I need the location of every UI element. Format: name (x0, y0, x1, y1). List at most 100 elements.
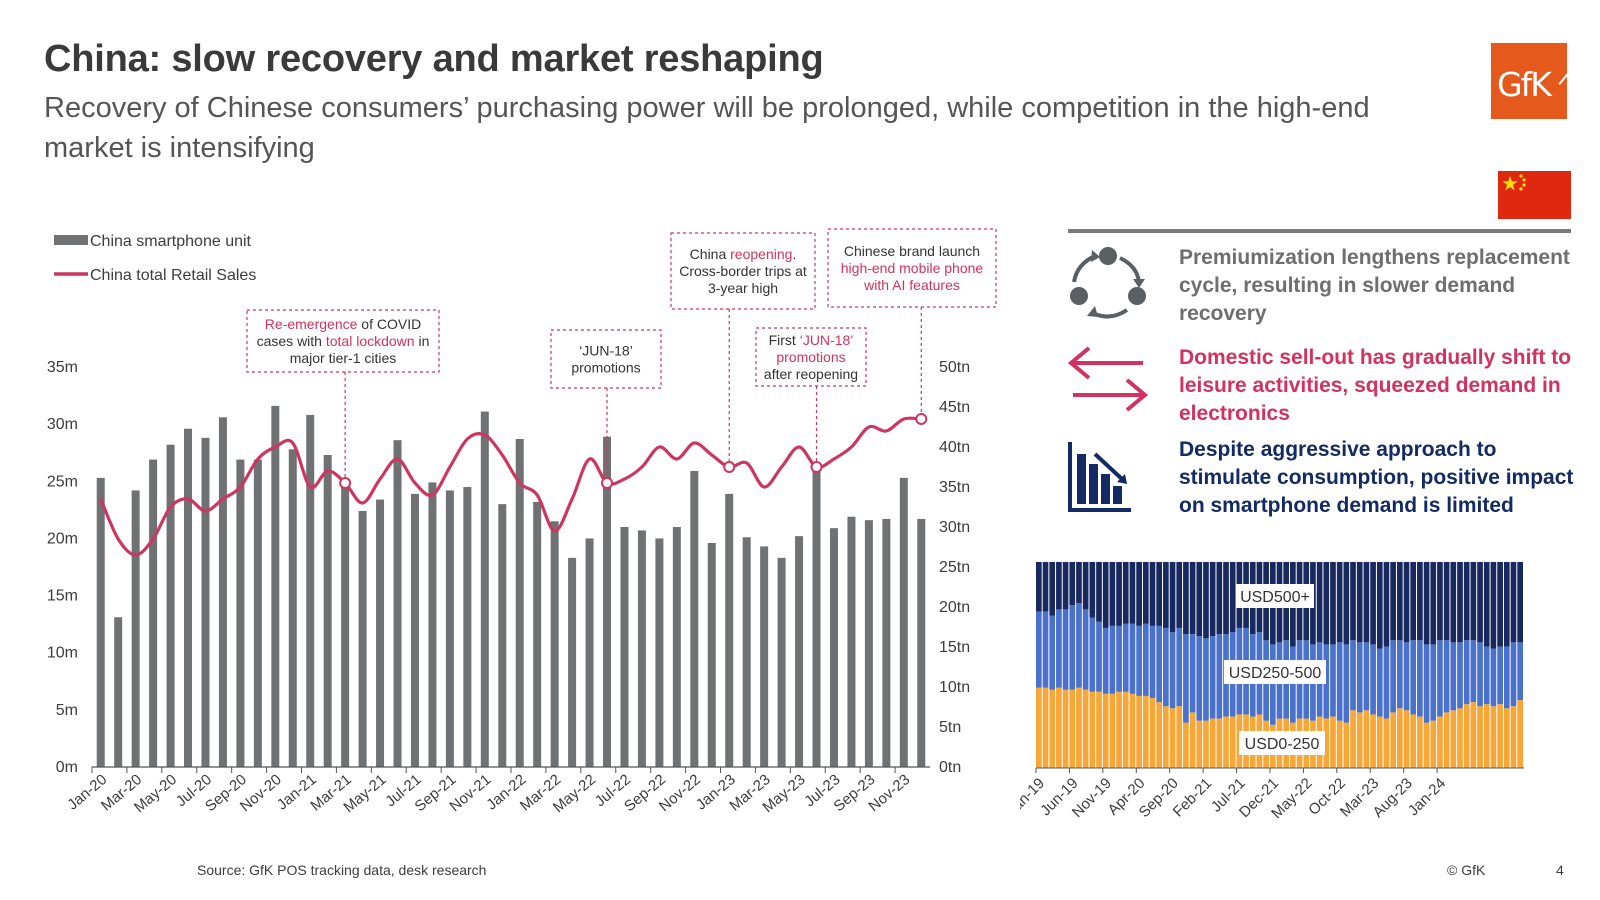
annotation-box (550, 329, 662, 389)
segment-high-bar (1376, 562, 1383, 649)
segment-label-high-bg (1236, 584, 1314, 608)
segment-mid-bar (1149, 625, 1156, 698)
segment-low-bar (1430, 720, 1437, 768)
segment-mid-bar (1490, 648, 1497, 707)
annotation-box (246, 309, 440, 373)
segment-low-bar (1183, 722, 1189, 768)
smartphone-unit-bar (445, 490, 454, 767)
smartphone-unit-bar (829, 528, 838, 767)
segment-mid-bar (1056, 609, 1062, 688)
segment-mid-bar (1169, 632, 1176, 709)
segment-mid-bar (1290, 646, 1296, 723)
segment-low-bar (1463, 704, 1470, 768)
legend-label-units: China smartphone unit (90, 233, 252, 250)
insight-text: Premiumization lengthens replacement cyc… (1179, 246, 1570, 325)
annotation-text-run: in (415, 333, 430, 349)
annotation-text-run: Cross-border trips at (679, 263, 807, 279)
segment-low-bar (1323, 718, 1330, 768)
smartphone-unit-bar (201, 437, 210, 767)
logo-text: GfK (1497, 65, 1552, 104)
segment-low-bar (1336, 720, 1343, 768)
annotation-text-run: Chinese brand launch (844, 243, 980, 259)
right-axis-tick-label: 50tn (939, 359, 970, 376)
segment-high-bar (1443, 562, 1450, 641)
left-axis-tick-label: 10m (47, 645, 78, 662)
right-axis-tick-label: 40tn (939, 439, 970, 456)
smartphone-unit-bar (96, 477, 105, 767)
segment-mid-bar (1096, 621, 1102, 692)
segment-low-bar (1189, 712, 1196, 768)
segment-high-bar (1490, 562, 1497, 649)
segment-low-bar (1136, 695, 1142, 768)
annotation-text: ‘JUN-18’ promotions (571, 343, 640, 376)
segment-mid-bar (1036, 611, 1042, 688)
segment-low-bar (1390, 712, 1396, 768)
segment-low-bar (1082, 689, 1089, 768)
smartphone-unit-bar (707, 543, 716, 767)
smartphone-unit-bar (393, 440, 402, 767)
segment-mid-bar (1116, 625, 1122, 692)
segment-mid-bar (1443, 640, 1450, 713)
smartphone-unit-bar (288, 449, 297, 767)
annotation-text: China reopening. Cross-border trips at 3-y… (679, 246, 807, 296)
segment-low-bar (1049, 689, 1056, 768)
segment-high-bar (1437, 562, 1443, 641)
segment-high-bar (1216, 562, 1223, 635)
segment-low-bar (1209, 718, 1216, 768)
segment-high-bar (1396, 562, 1403, 641)
segment-high-bar (1089, 562, 1096, 618)
smartphone-unit-bar (550, 521, 559, 767)
smartphone-unit-bar (376, 499, 385, 767)
segment-high-bar (1410, 562, 1417, 641)
segment-low-bar (1142, 695, 1149, 768)
share-x-tick-label: Jan-24 (1405, 775, 1449, 819)
segment-low-bar (1109, 693, 1116, 768)
segment-mid-bar (1437, 640, 1443, 717)
segment-high-bar (1323, 562, 1330, 645)
segment-low-bar (1223, 716, 1229, 768)
segment-mid-bar (1336, 642, 1343, 721)
segment-low-bar (1510, 706, 1517, 768)
segment-mid-bar (1376, 648, 1383, 717)
smartphone-unit-bar (760, 546, 769, 767)
smartphone-unit-bar (812, 465, 821, 767)
page-number: 4 (1556, 862, 1564, 878)
segment-high-bar (1390, 562, 1396, 641)
smartphone-unit-bar (463, 487, 472, 767)
annotation-text-run: promotions (776, 349, 845, 365)
segment-high-bar (1209, 562, 1216, 637)
annotation-text-run: total lockdown (326, 333, 415, 349)
segment-mid-bar (1417, 640, 1423, 717)
source-note: Source: GfK POS tracking data, desk rese… (197, 862, 487, 878)
gfk-logo: GfK (1491, 43, 1567, 119)
divider (1068, 229, 1571, 233)
smartphone-unit-bar (603, 436, 612, 767)
segment-high-bar (1163, 562, 1169, 628)
segment-high-bar (1363, 562, 1370, 643)
segment-low-bar (1343, 722, 1350, 768)
segment-mid-bar (1049, 615, 1056, 690)
segment-high-bar (1169, 562, 1176, 633)
price-segment-share-chart: USD500+USD250-500USD0-250Jan-19Jun-19Nov… (1020, 562, 1524, 822)
smartphone-unit-bar (253, 459, 262, 767)
segment-low-bar (1470, 702, 1477, 768)
segment-mid-bar (1163, 627, 1169, 707)
annotation-text-run: cases with (257, 333, 326, 349)
segment-low-bar (1076, 687, 1082, 768)
left-axis-tick-label: 0m (56, 759, 78, 776)
segment-low-bar (1403, 710, 1410, 768)
segment-low-bar (1490, 706, 1497, 768)
smartphone-unit-bar (149, 459, 158, 767)
right-axis-tick-label: 30tn (939, 519, 970, 536)
left-axis-tick-label: 35m (47, 359, 78, 376)
smartphone-unit-bar (498, 504, 507, 767)
segment-low-bar (1437, 716, 1443, 768)
segment-high-bar (1356, 562, 1363, 643)
smartphone-unit-bar (218, 417, 227, 767)
smartphone-unit-bar (480, 411, 489, 767)
right-axis-tick-label: 5tn (939, 719, 961, 736)
annotation-marker (339, 477, 352, 489)
annotation-text-run: high-end mobile phone (841, 260, 984, 276)
segment-low-bar (1450, 710, 1457, 768)
right-axis-tick-label: 15tn (939, 639, 970, 656)
